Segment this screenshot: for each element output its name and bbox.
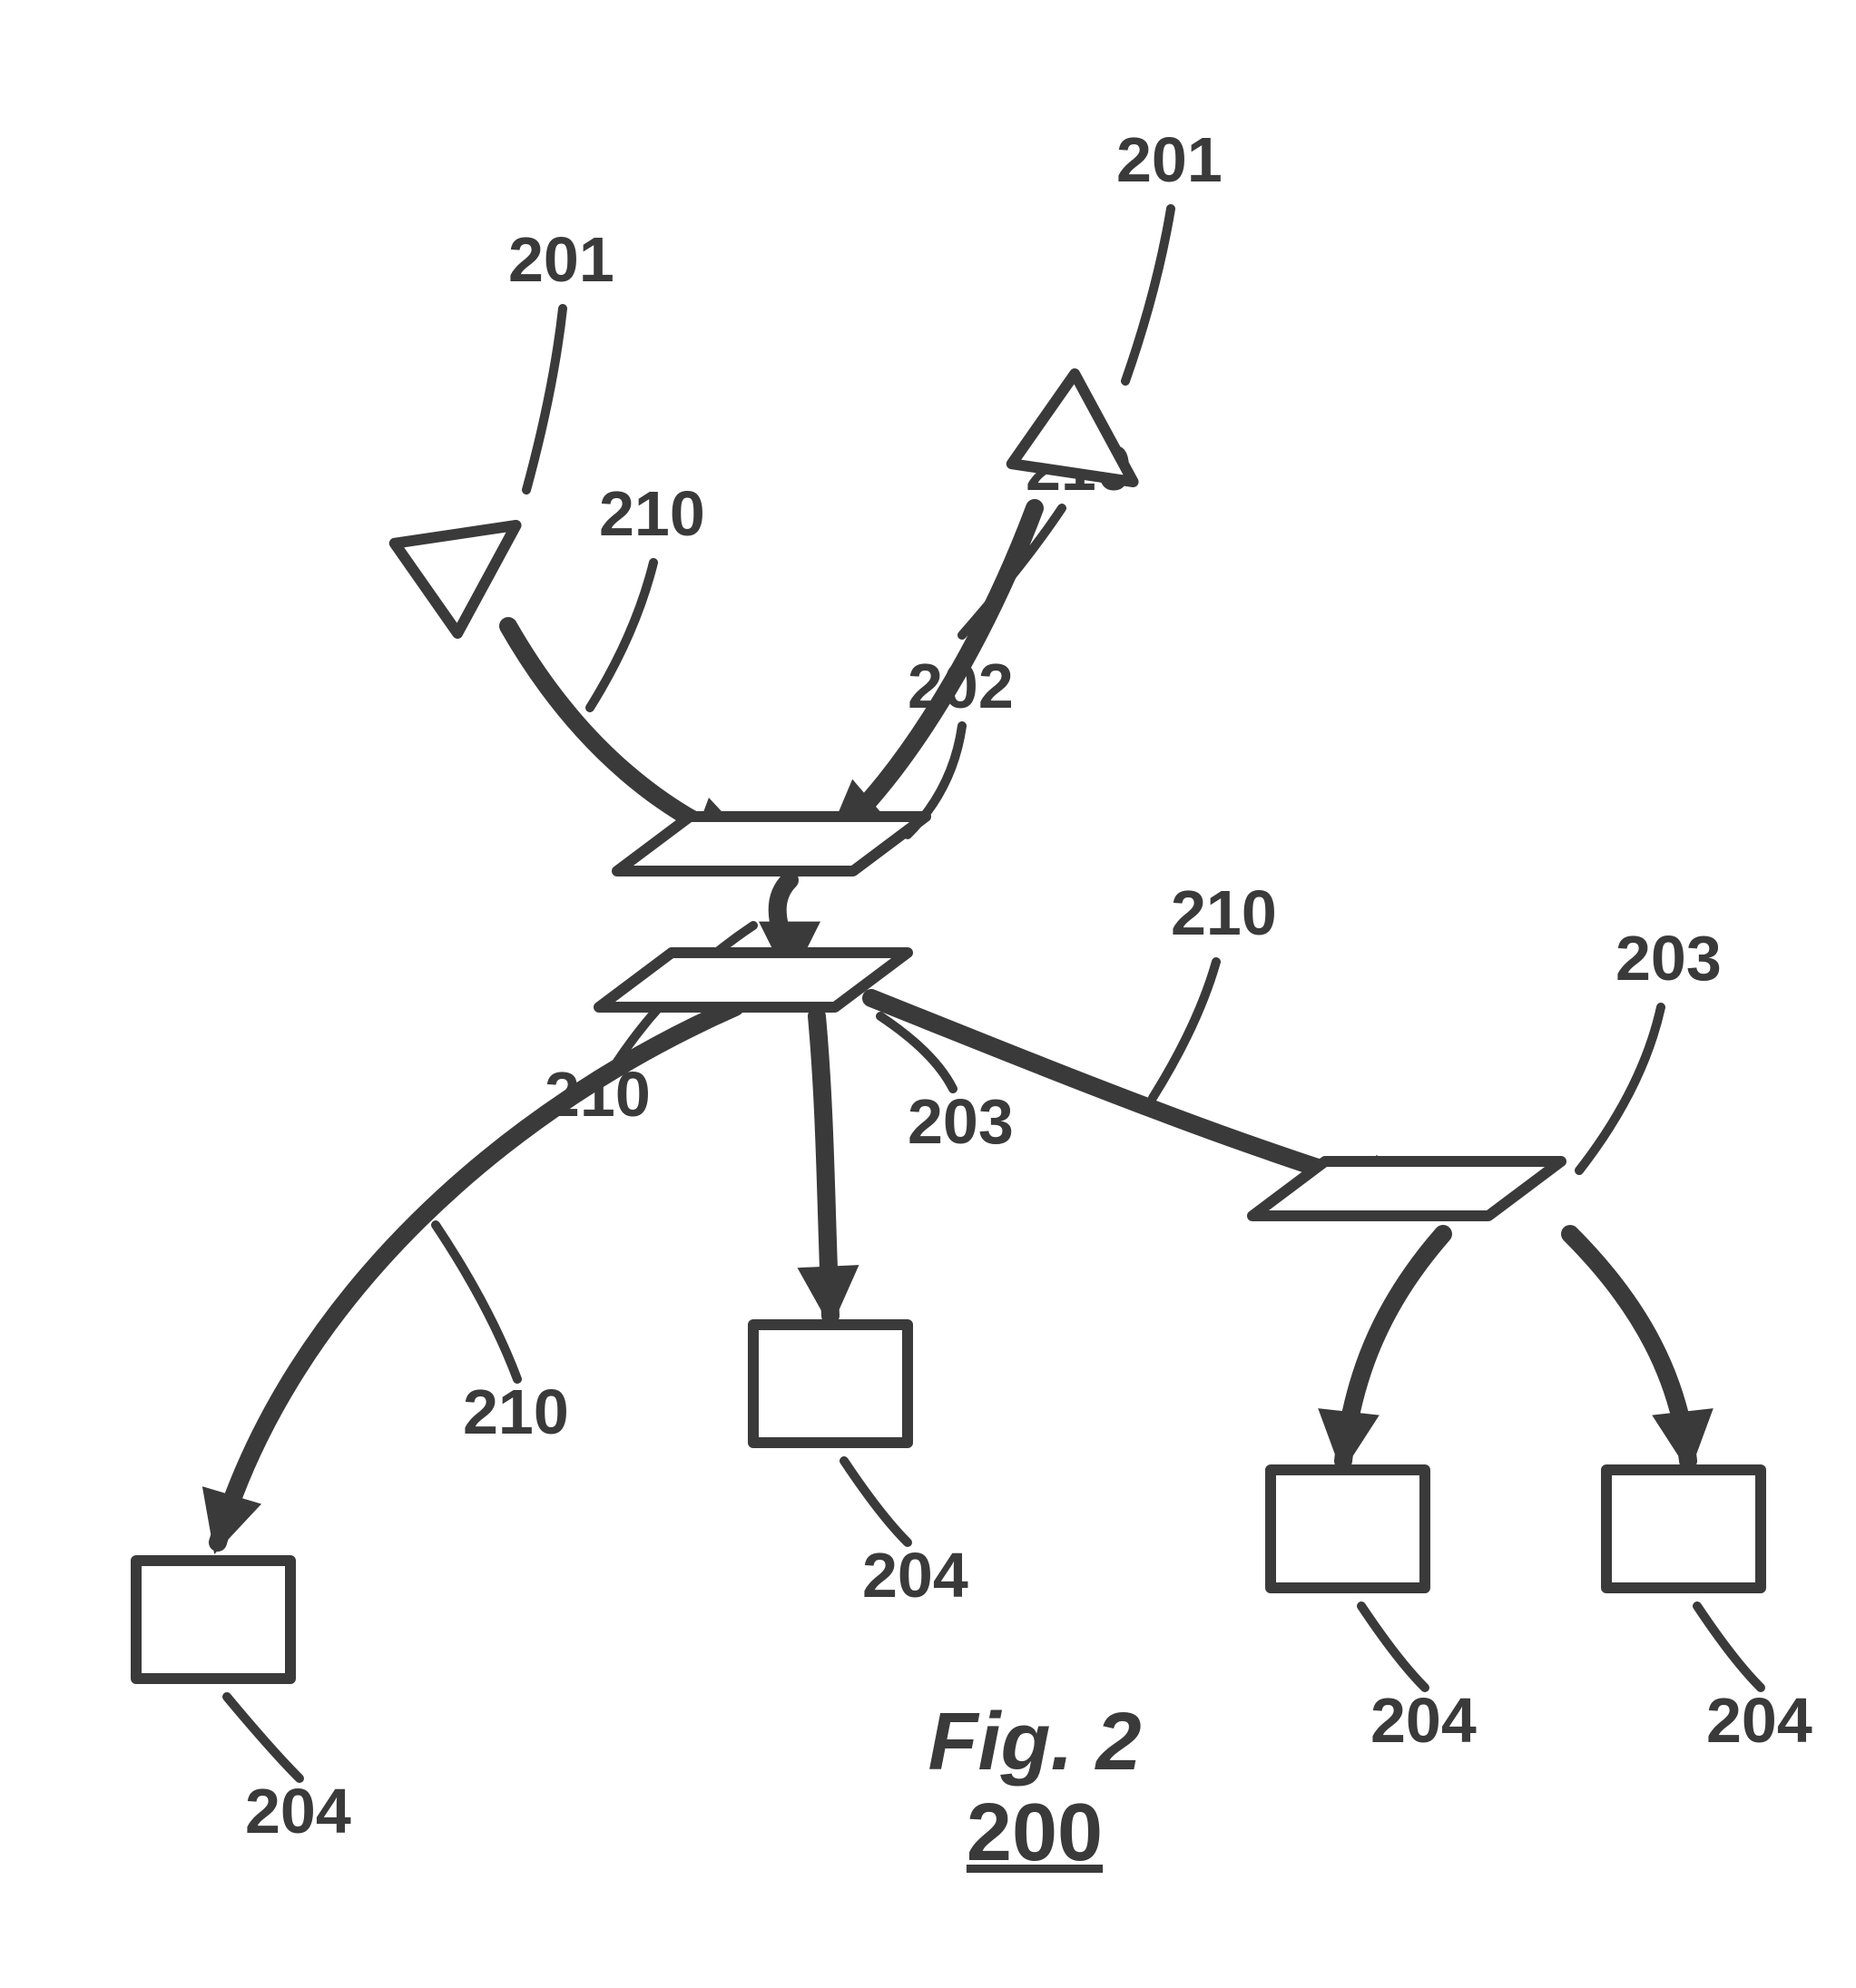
reference-label: 210 (599, 478, 705, 549)
flow-edge (1343, 1234, 1443, 1461)
leader-line (227, 1697, 300, 1778)
reference-label: 210 (463, 1376, 569, 1447)
reference-label: 201 (1116, 124, 1223, 195)
junction-parallelogram (617, 817, 926, 871)
source-triangle (1012, 374, 1134, 482)
reference-label: 201 (508, 224, 614, 295)
figure-number: 200 (967, 1787, 1103, 1878)
leader-line (526, 308, 563, 490)
reference-label: 204 (862, 1540, 968, 1611)
reference-label: 204 (1370, 1685, 1477, 1756)
leader-line (1125, 209, 1171, 381)
reference-label: 203 (1615, 923, 1722, 994)
flow-edge (1570, 1234, 1688, 1461)
source-triangle (395, 525, 516, 633)
leader-line (1361, 1606, 1425, 1688)
reference-label: 203 (908, 1086, 1014, 1157)
leader-line (590, 563, 653, 708)
reference-label: 202 (908, 651, 1014, 721)
leader-line (844, 1461, 908, 1542)
reference-label: 204 (245, 1776, 351, 1846)
junction-parallelogram (599, 953, 908, 1007)
leader-line (962, 508, 1062, 635)
leader-line (1579, 1007, 1661, 1170)
sink-rect (1606, 1470, 1761, 1588)
flow-edge (817, 1016, 830, 1316)
flow-edge (218, 1007, 735, 1542)
figure-caption: Fig. 2 (928, 1697, 1141, 1787)
leader-line (1153, 962, 1216, 1098)
sink-rect (136, 1561, 290, 1679)
leader-line (1697, 1606, 1761, 1688)
sink-rect (1271, 1470, 1425, 1588)
leader-line (436, 1225, 517, 1379)
sink-rect (753, 1325, 908, 1443)
reference-label: 210 (1171, 877, 1277, 948)
reference-label: 204 (1706, 1685, 1812, 1756)
